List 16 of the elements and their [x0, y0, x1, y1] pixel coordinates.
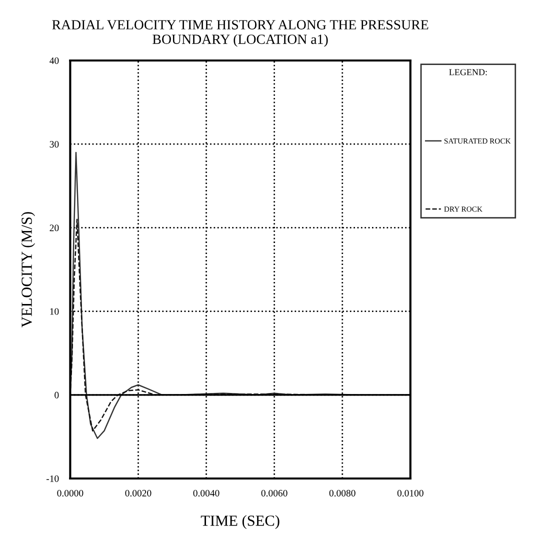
y-tick-label: 30	[50, 141, 59, 148]
x-tick-label: 0.0040	[193, 490, 220, 496]
x-tick-label: 0.0000	[57, 490, 84, 496]
y-tick-label: 0	[54, 392, 59, 398]
y-tick-label: 10	[50, 308, 59, 315]
y-axis-title: VELOCITY (M/S)	[21, 212, 36, 328]
chart-title: RADIAL VELOCITY TIME HISTORY ALONG THE PRESSURE BOUNDARY (LOCATION a1)	[52, 20, 428, 47]
x-tick-label: 0.0060	[261, 490, 288, 496]
x-axis-title: TIME (SEC)	[200, 515, 280, 529]
y-tick-label: 40	[50, 57, 59, 64]
legend-title: LEGEND:	[449, 69, 487, 76]
x-tick-label: 0.0100	[397, 490, 424, 496]
y-tick-label: 20	[50, 224, 59, 232]
y-tick-label: -10	[46, 475, 59, 482]
x-tick-label: 0.0080	[329, 490, 356, 496]
x-tick-label: 0.0020	[125, 490, 152, 496]
